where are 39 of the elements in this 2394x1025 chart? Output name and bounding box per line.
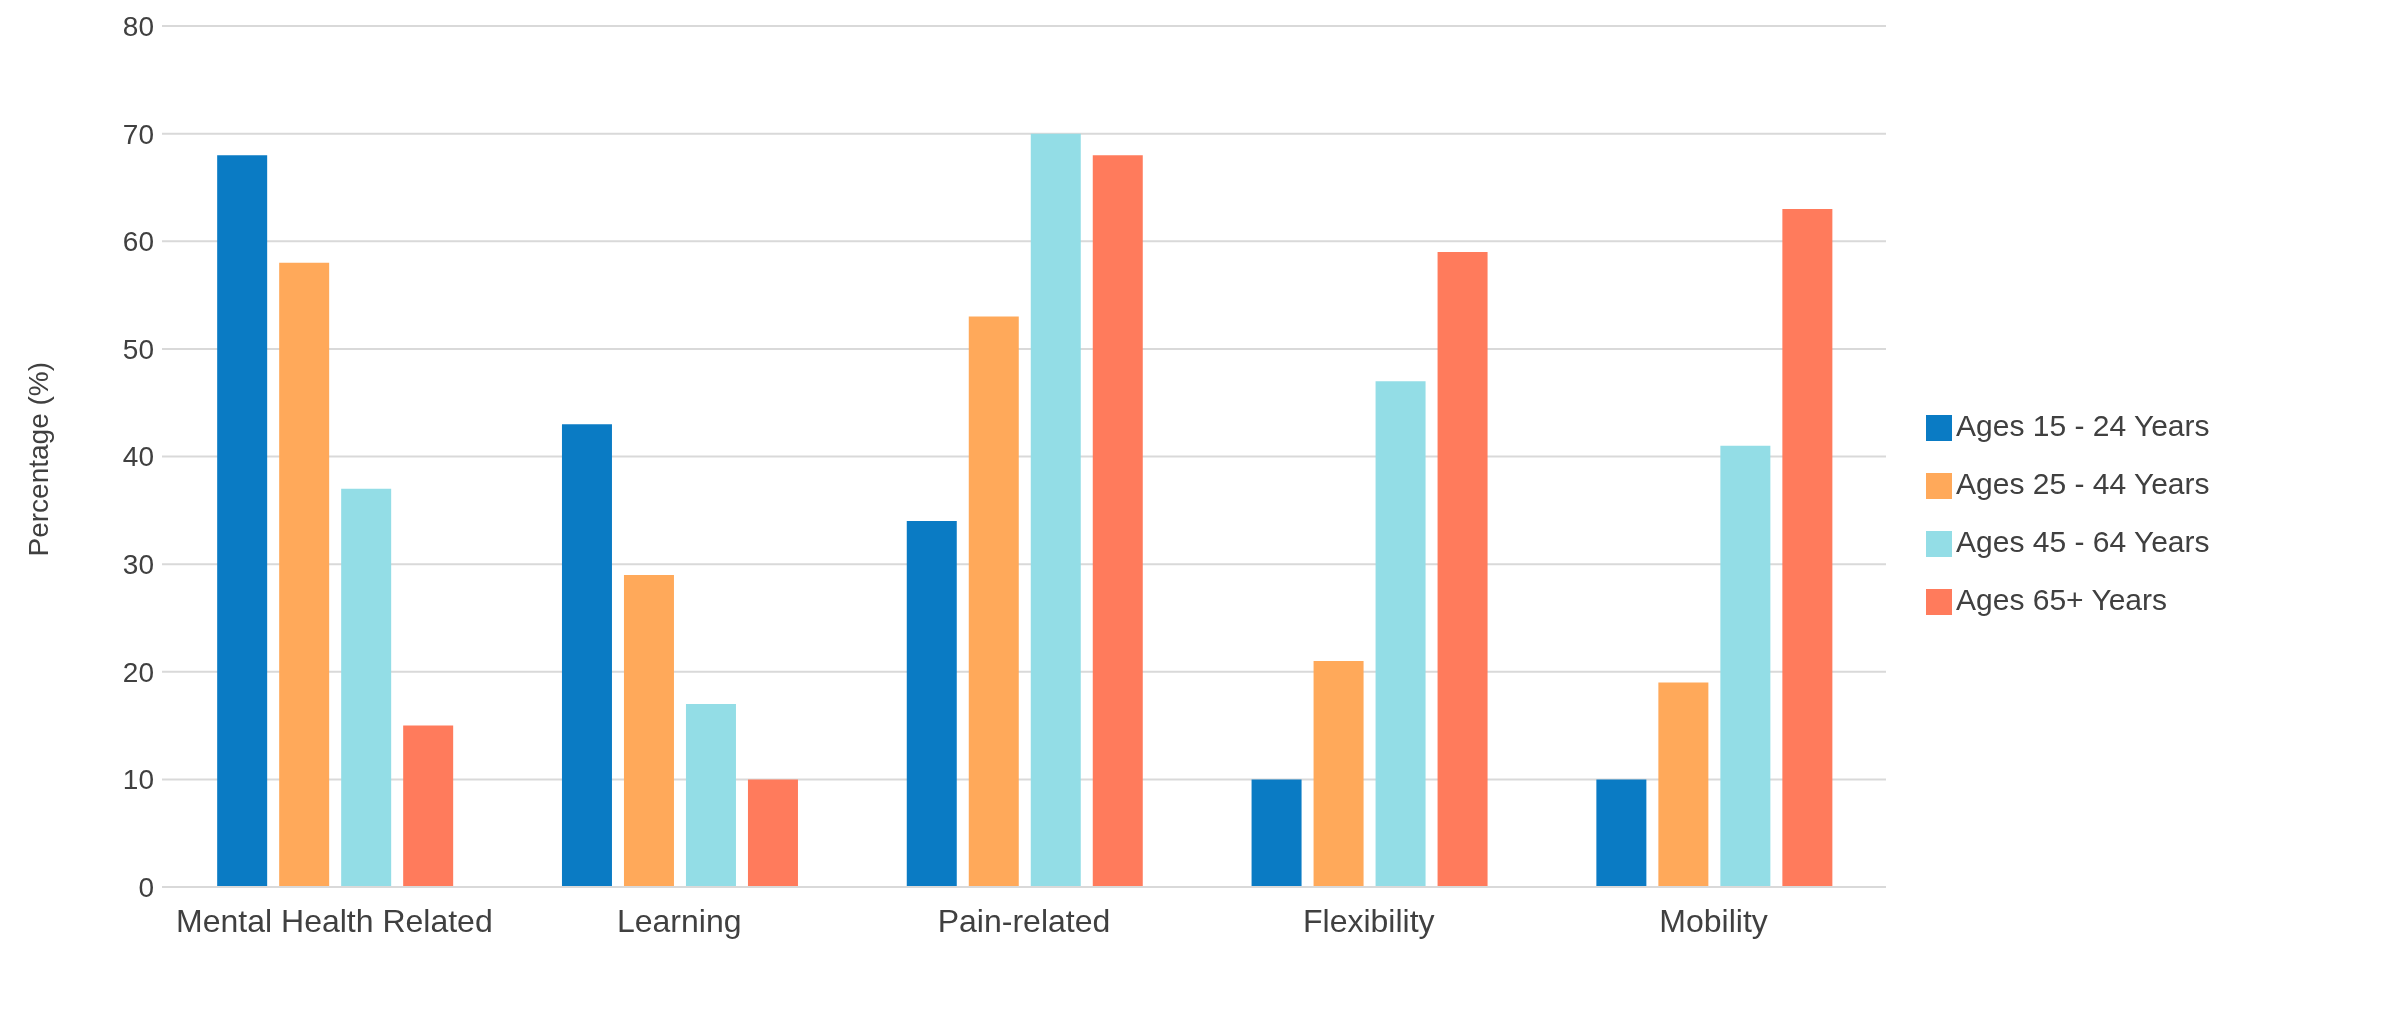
y-tick-label: 70 [122,118,154,150]
y-tick-label: 50 [122,333,154,365]
bar [1030,133,1081,887]
bar [968,316,1019,887]
x-tick-label: Learning [616,902,742,939]
legend-label: Ages 15 - 24 Years [1956,408,2210,442]
bar [279,262,330,887]
x-tick-label: Pain-related [937,902,1111,939]
bar [1596,779,1647,887]
legend-label: Ages 65+ Years [1956,582,2168,616]
y-tick-label: 0 [138,871,154,903]
bar [685,704,736,887]
x-tick-label: Mobility [1659,902,1768,939]
bar [341,488,392,887]
bar [906,521,957,887]
y-tick-label: 10 [122,764,154,796]
legend-label: Ages 25 - 44 Years [1956,466,2210,500]
bar [403,725,454,887]
y-tick-label: 40 [122,441,154,473]
y-tick-label: 20 [122,656,154,688]
x-tick-label: Flexibility [1303,902,1435,939]
legend-label: Ages 45 - 64 Years [1956,524,2210,558]
bar [1437,252,1488,887]
bar [1658,682,1709,887]
y-axis-title: Percentage (%) [22,361,54,557]
bar [561,424,612,887]
bar [217,155,268,887]
bar [623,574,674,887]
y-tick-label: 80 [122,10,154,42]
bar [1782,208,1833,887]
x-tick-label: Mental Health Related [176,902,493,939]
bar [1092,155,1143,887]
bar [1375,381,1426,887]
bar [1313,660,1364,887]
y-tick-label: 30 [122,549,154,581]
bar [1720,445,1771,887]
bar [747,779,798,887]
bar [1251,779,1302,887]
y-tick-label: 60 [122,226,154,258]
